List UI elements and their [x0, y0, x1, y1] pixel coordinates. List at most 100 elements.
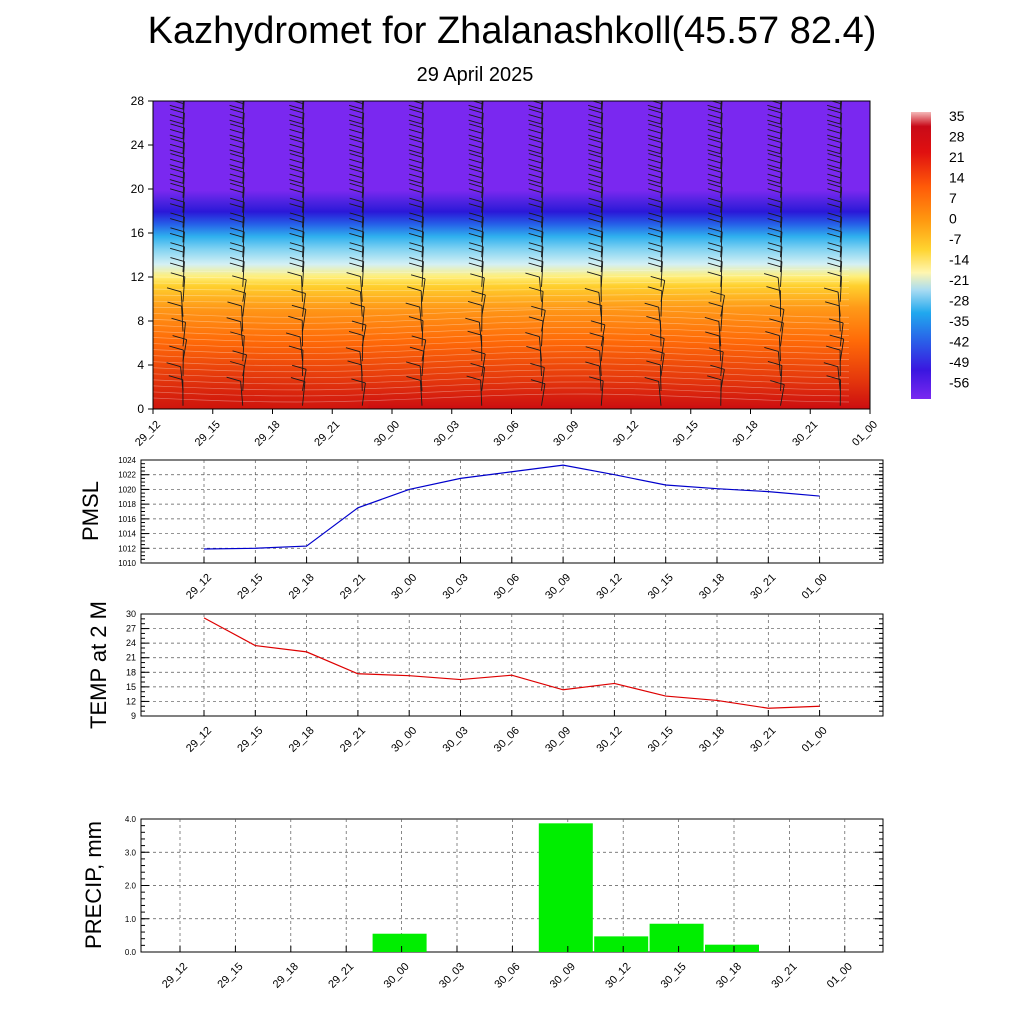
wind-barb [302, 309, 307, 332]
wind-barb-feather [169, 173, 185, 179]
wind-barb-feather [828, 318, 844, 324]
wind-barb-feather [767, 262, 782, 268]
x-tick-label: 30_12 [594, 725, 624, 755]
wind-barb-feather [408, 262, 424, 268]
wind-barb [541, 367, 545, 391]
wind-barb-feather [708, 257, 723, 262]
wind-barb-feather [169, 345, 184, 351]
wind-barb [660, 172, 663, 198]
wind-barb [421, 157, 424, 183]
wind-barb-feather [823, 362, 838, 368]
x-tick-label: 01_00 [800, 572, 830, 602]
y-tick-label: 1.0 [125, 915, 137, 924]
wind-barb-feather [351, 378, 366, 384]
wind-barb-feather [408, 134, 423, 140]
cross-section-y-axis: 0 4 8 12 16 20 24 28 [131, 94, 153, 416]
wind-barb-feather [767, 123, 783, 129]
wind-barb [242, 202, 245, 228]
wind-barb-feather [471, 290, 486, 296]
wind-barb-feather [588, 123, 603, 129]
wind-barb-feather [289, 108, 305, 114]
wind-barb-feather [468, 149, 483, 155]
chart-title: Kazhydromet for Zhalanashkoll(45.57 82.4… [147, 10, 877, 52]
wind-barb [780, 113, 783, 139]
x-tick-label: 29_15 [235, 572, 265, 602]
wind-barb [780, 365, 783, 391]
wind-barb-feather [289, 173, 304, 179]
wind-barb [837, 292, 841, 317]
wind-barb-feather [887, 124, 901, 128]
wind-barb [419, 307, 423, 332]
wind-barb-feather [644, 302, 659, 308]
wind-barb-feather [169, 203, 185, 209]
x-tick-label: 30_18 [697, 572, 727, 602]
wind-barb-feather [529, 94, 543, 98]
wind-barb-feather [587, 301, 602, 306]
wind-barb-feather [647, 119, 662, 125]
wind-barb-feather [528, 114, 543, 120]
wind-barb-feather [707, 375, 722, 381]
wind-barb [242, 246, 245, 273]
wind-barb-feather [707, 149, 722, 155]
wind-barb-feather [469, 197, 484, 203]
x-tick-label: 30_00 [372, 419, 402, 449]
wind-barb-feather [887, 183, 901, 187]
wind-barb [182, 127, 185, 154]
isotherm-line [153, 357, 850, 367]
wind-barb [182, 276, 186, 302]
wind-barb-feather [528, 129, 543, 134]
wind-barb [541, 127, 544, 154]
wind-barb-feather [584, 287, 599, 293]
wind-barb [660, 101, 663, 124]
wind-barb-feather [765, 331, 780, 336]
wind-barb [541, 310, 546, 332]
wind-barb-feather [170, 90, 184, 94]
wind-barb-feather [708, 302, 723, 308]
wind-barb-feather [887, 198, 901, 202]
x-tick-label: 29_12 [160, 961, 190, 991]
wind-barb-feather [887, 79, 901, 83]
wind-barb-feather [587, 134, 603, 140]
wind-barb-feather [230, 212, 245, 218]
wind-barb [541, 157, 544, 183]
wind-barb-feather [408, 129, 424, 134]
wind-barb-feather [827, 242, 842, 248]
x-tick-label: 30_21 [790, 419, 820, 449]
wind-barb-feather [887, 94, 901, 98]
wind-barb-feather [588, 247, 603, 253]
isotherm-line [153, 369, 850, 379]
wind-barb-feather [528, 90, 542, 94]
wind-barb [481, 187, 484, 213]
wind-barb-feather [707, 271, 722, 277]
wind-barb-feather [887, 219, 901, 223]
wind-barb-feather [650, 101, 663, 105]
wind-barb [660, 261, 663, 287]
wind-barb-feather [647, 104, 662, 110]
x-tick-label: 30_06 [492, 725, 522, 755]
wind-barb [481, 261, 484, 287]
wind-barb-feather [528, 218, 543, 223]
wind-barb [720, 231, 723, 258]
wind-barb-feather [469, 94, 483, 98]
wind-barb-feather [526, 345, 541, 351]
wind-barb [541, 101, 543, 109]
pmsl-y-axis: 1010 1012 1014 1016 1018 1020 1022 1024 [118, 456, 883, 568]
wind-barb-feather [650, 276, 665, 281]
wind-barb-feather [528, 203, 543, 209]
wind-barb-feather [169, 218, 185, 223]
wind-barb-feather [528, 212, 544, 218]
wind-barb-feather [827, 143, 842, 149]
wind-barb-feather [469, 90, 483, 94]
wind-barb-feather [887, 100, 901, 104]
wind-barb-feather [647, 179, 662, 185]
wind-barb [421, 172, 424, 198]
wind-barb-feather [588, 242, 603, 248]
wind-barb-feather [826, 119, 842, 125]
wind-barb-feather [232, 275, 247, 281]
wind-barb-feather [289, 153, 305, 159]
wind-barb-feather [469, 138, 484, 144]
wind-barb [361, 382, 366, 406]
wind-barb-feather [647, 188, 663, 194]
y-tick-label: 1024 [118, 456, 136, 465]
